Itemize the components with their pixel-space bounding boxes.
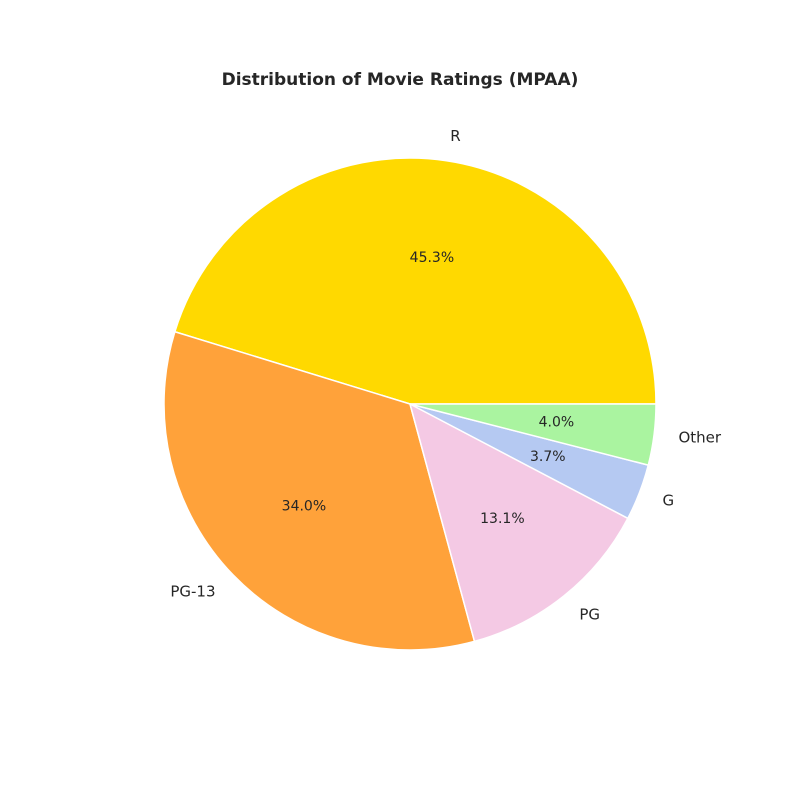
slice-value-label-pg-13: 34.0% <box>282 499 326 515</box>
slice-label-pg-13: PG-13 <box>170 583 215 601</box>
pie-labels: R 45.3% PG-13 34.0% PG 13.1% G 3.7% Other 4.0% <box>170 127 722 624</box>
slice-label-other: Other <box>678 428 721 446</box>
pie-slice-pg-13 <box>163 330 476 651</box>
pie-slices <box>163 157 657 651</box>
slice-value-label-g: 3.7% <box>530 449 566 465</box>
slice-label-g: G <box>663 492 675 510</box>
pie-slice-pg <box>409 403 629 643</box>
slice-value-label-r: 45.3% <box>410 250 454 266</box>
pie-slice-other <box>409 403 657 466</box>
slice-label-r: R <box>450 127 460 145</box>
slice-value-label-pg: 13.1% <box>480 511 524 527</box>
pie-slice-r <box>174 157 657 405</box>
chart-title: Distribution of Movie Ratings (MPAA) <box>221 70 579 90</box>
slice-label-pg: PG <box>579 606 600 624</box>
slice-value-label-other: 4.0% <box>539 414 575 430</box>
